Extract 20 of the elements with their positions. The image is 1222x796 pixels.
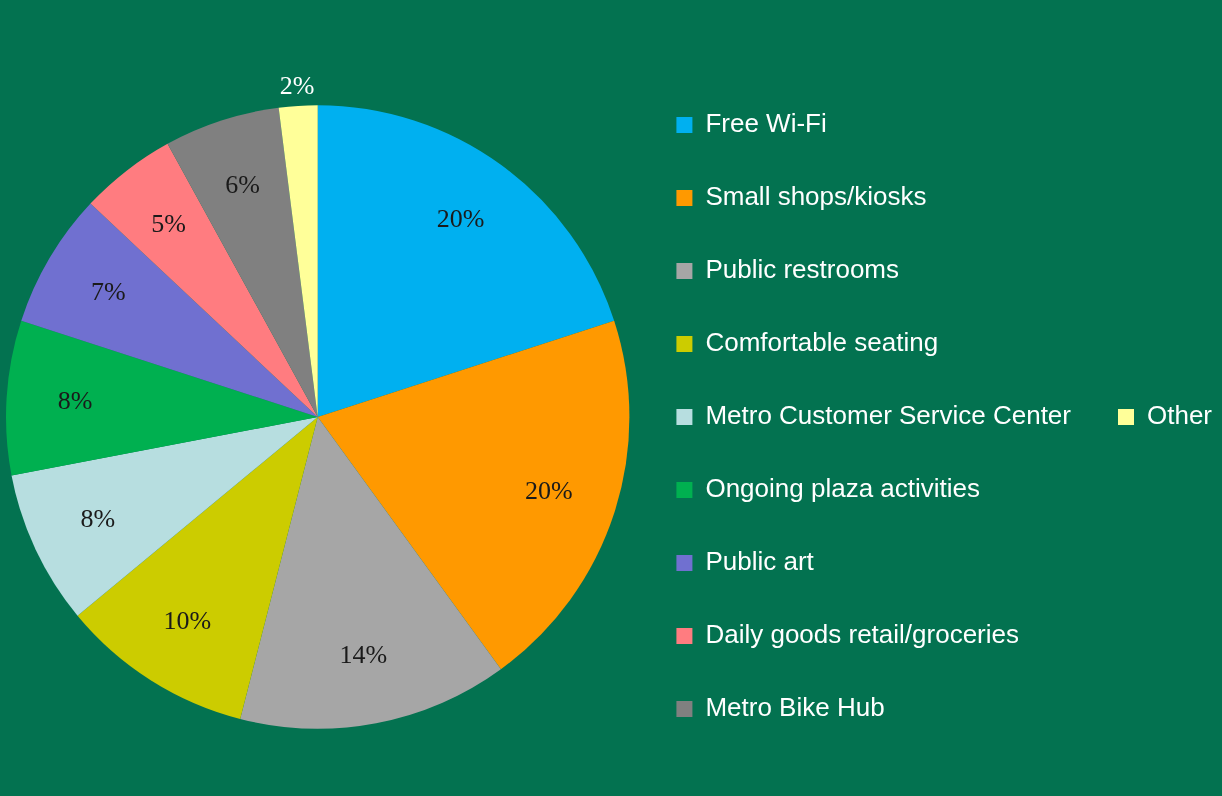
legend-label: Free Wi-Fi (705, 108, 827, 139)
data-label: 5% (151, 208, 187, 238)
legend-label: Small shops/kiosks (705, 181, 927, 212)
data-label: 10% (163, 606, 212, 636)
legend-label: Daily goods retail/groceries (705, 619, 1020, 650)
legend-label: Metro Customer Service Center (705, 400, 1072, 431)
legend-label: Public art (705, 546, 815, 577)
legend-label: Comfortable seating (705, 327, 939, 358)
data-label: 2% (279, 71, 315, 101)
legend-label: Ongoing plaza activities (705, 473, 981, 504)
data-label: 14% (339, 639, 388, 669)
legend-label: Metro Bike Hub (705, 692, 885, 723)
legend-label: Public restrooms (705, 254, 900, 285)
data-label: 6% (225, 169, 260, 199)
data-label: 20% (525, 475, 573, 505)
data-label: 7% (91, 277, 126, 307)
legend-label: Other (1146, 400, 1213, 431)
data-label: 8% (80, 504, 116, 534)
data-label: 8% (57, 385, 93, 415)
data-label: 20% (436, 204, 485, 234)
